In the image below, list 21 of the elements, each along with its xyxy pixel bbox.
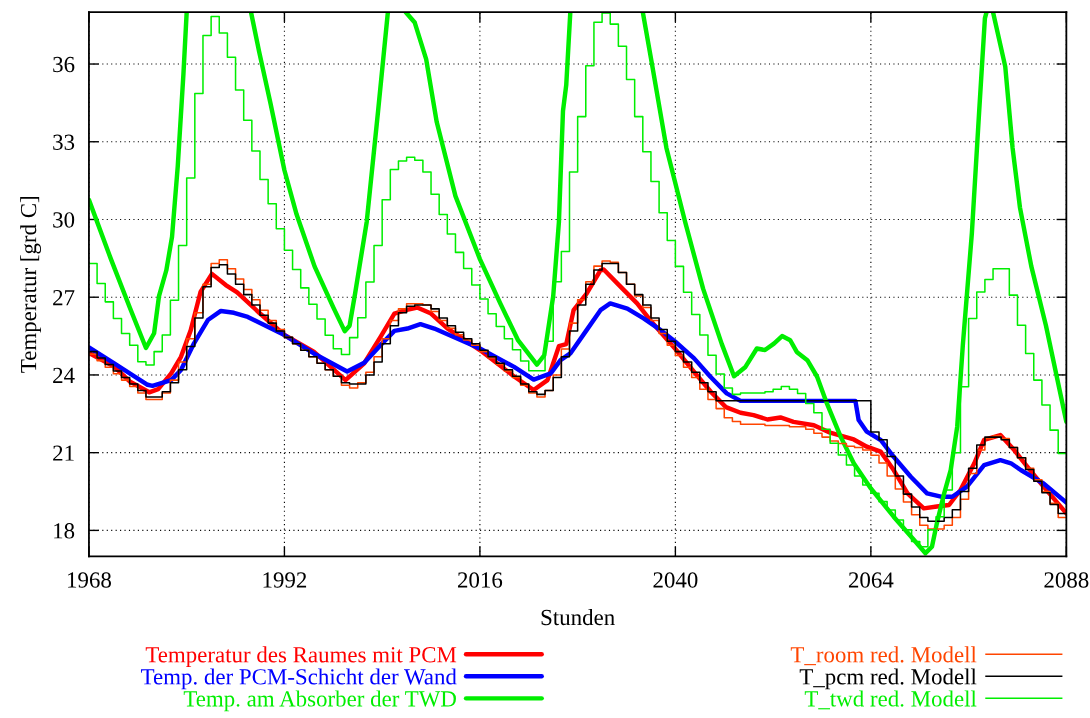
x-tick-label: 2064 — [848, 572, 894, 588]
y-tick-label: 27 — [53, 289, 75, 306]
y-tick-label: 36 — [53, 56, 75, 73]
y-tick-label: 18 — [54, 523, 75, 539]
legend-label: Temp. am Absorber der TWD — [183, 690, 456, 712]
x-tick-label: 2088 — [1044, 572, 1089, 588]
y-tick-label: 24 — [53, 367, 75, 383]
legend-label: Temp. der PCM-Schicht der Wand — [141, 668, 457, 690]
legend-label: T_pcm red. Modell — [799, 668, 977, 690]
legend-label: Temperatur des Raumes mit PCM — [145, 646, 457, 668]
x-tick-label: 2016 — [457, 572, 503, 588]
legend-label: T_twd red. Modell — [804, 690, 977, 710]
x-tick-label: 2040 — [653, 572, 698, 588]
y-axis-title: Temperatur [grd C] — [20, 197, 42, 373]
x-tick-label: 1968 — [68, 572, 111, 588]
y-tick-label: 33 — [53, 134, 75, 150]
legend-label: T_room red. Modell — [790, 646, 977, 666]
x-axis-title: Stunden — [541, 609, 615, 626]
y-tick-label: 30 — [53, 212, 75, 228]
y-tick-label: 21 — [53, 445, 74, 461]
x-tick-label: 1992 — [263, 572, 307, 588]
